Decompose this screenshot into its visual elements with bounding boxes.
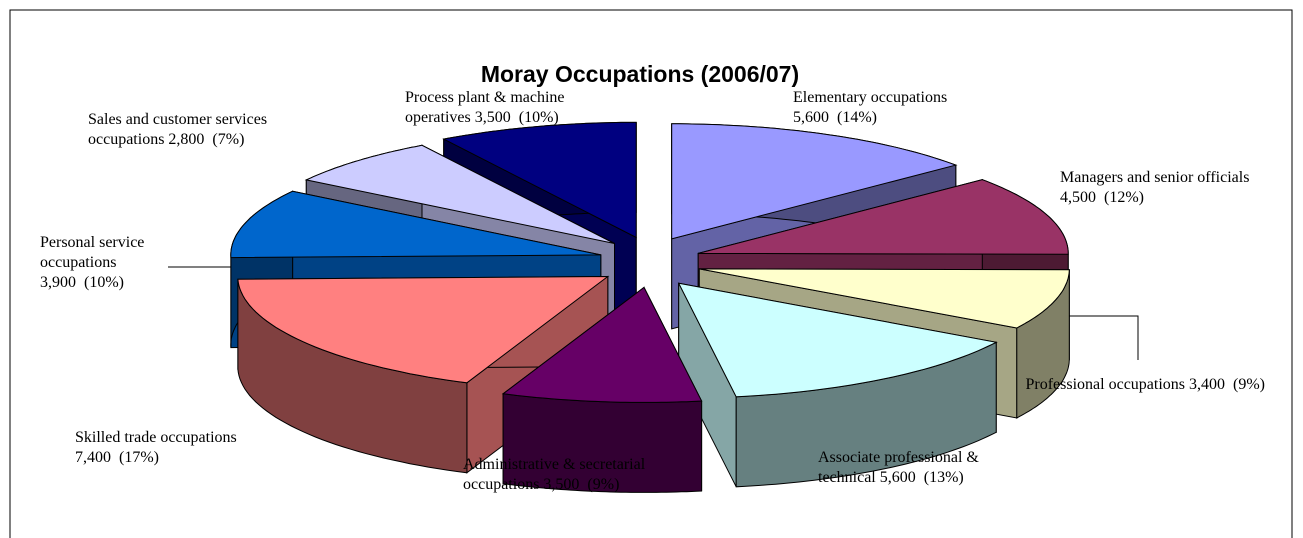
slice [699, 268, 1070, 329]
slice [677, 282, 998, 398]
slice [237, 275, 610, 384]
category-name: Administrative & secretarial occupations [463, 456, 646, 493]
slice [501, 286, 703, 403]
chart-title: Moray Occupations (2006/07) [481, 61, 799, 87]
value-label: 3,400 (9%) [1189, 376, 1265, 393]
slice-label: Associate professional & technical 5,600… [818, 448, 1038, 488]
slice [671, 123, 958, 240]
slice-label: Sales and customer services occupations … [88, 110, 343, 150]
slice-label: Process plant & machine operatives 3,500… [405, 88, 630, 128]
category-name: Associate professional & technical [818, 449, 979, 486]
category-name: Elementary occupations [793, 89, 948, 106]
category-name: Process plant & machine operatives [405, 89, 565, 126]
slice-label: Elementary occupations 5,600 (14%) [793, 88, 993, 128]
slice-label: Personal service occupations 3,900 (10%) [40, 233, 170, 293]
slice-label: Administrative & secretarial occupations… [463, 455, 708, 495]
slice [442, 121, 637, 239]
slice-label: Professional occupations 3,400 (9%) [1025, 375, 1265, 395]
slice [230, 190, 601, 259]
value-label: 2,800 (7%) [168, 131, 245, 148]
category-name: Skilled trade occupations [75, 429, 237, 446]
value-label: 3,500 (10%) [474, 109, 559, 126]
slice-label: Managers and senior officials 4,500 (12%… [1060, 168, 1270, 208]
category-name: Managers and senior officials [1060, 169, 1250, 186]
pie [230, 121, 1070, 493]
category-name: Personal service occupations [40, 234, 145, 271]
slice-label: Skilled trade occupations 7,400 (17%) [75, 428, 290, 468]
value-label: 4,500 (12%) [1060, 189, 1144, 206]
value-label: 3,900 (10%) [40, 274, 124, 291]
value-label: 5,600 (13%) [879, 469, 964, 486]
value-label: 7,400 (17%) [75, 449, 159, 466]
category-name: Professional occupations [1025, 376, 1186, 393]
slice [698, 179, 1069, 255]
value-label: 5,600 (14%) [793, 109, 877, 126]
category-name: Sales and customer services occupations [88, 111, 268, 148]
slice [304, 144, 615, 244]
value-label: 3,500 (9%) [543, 476, 620, 493]
